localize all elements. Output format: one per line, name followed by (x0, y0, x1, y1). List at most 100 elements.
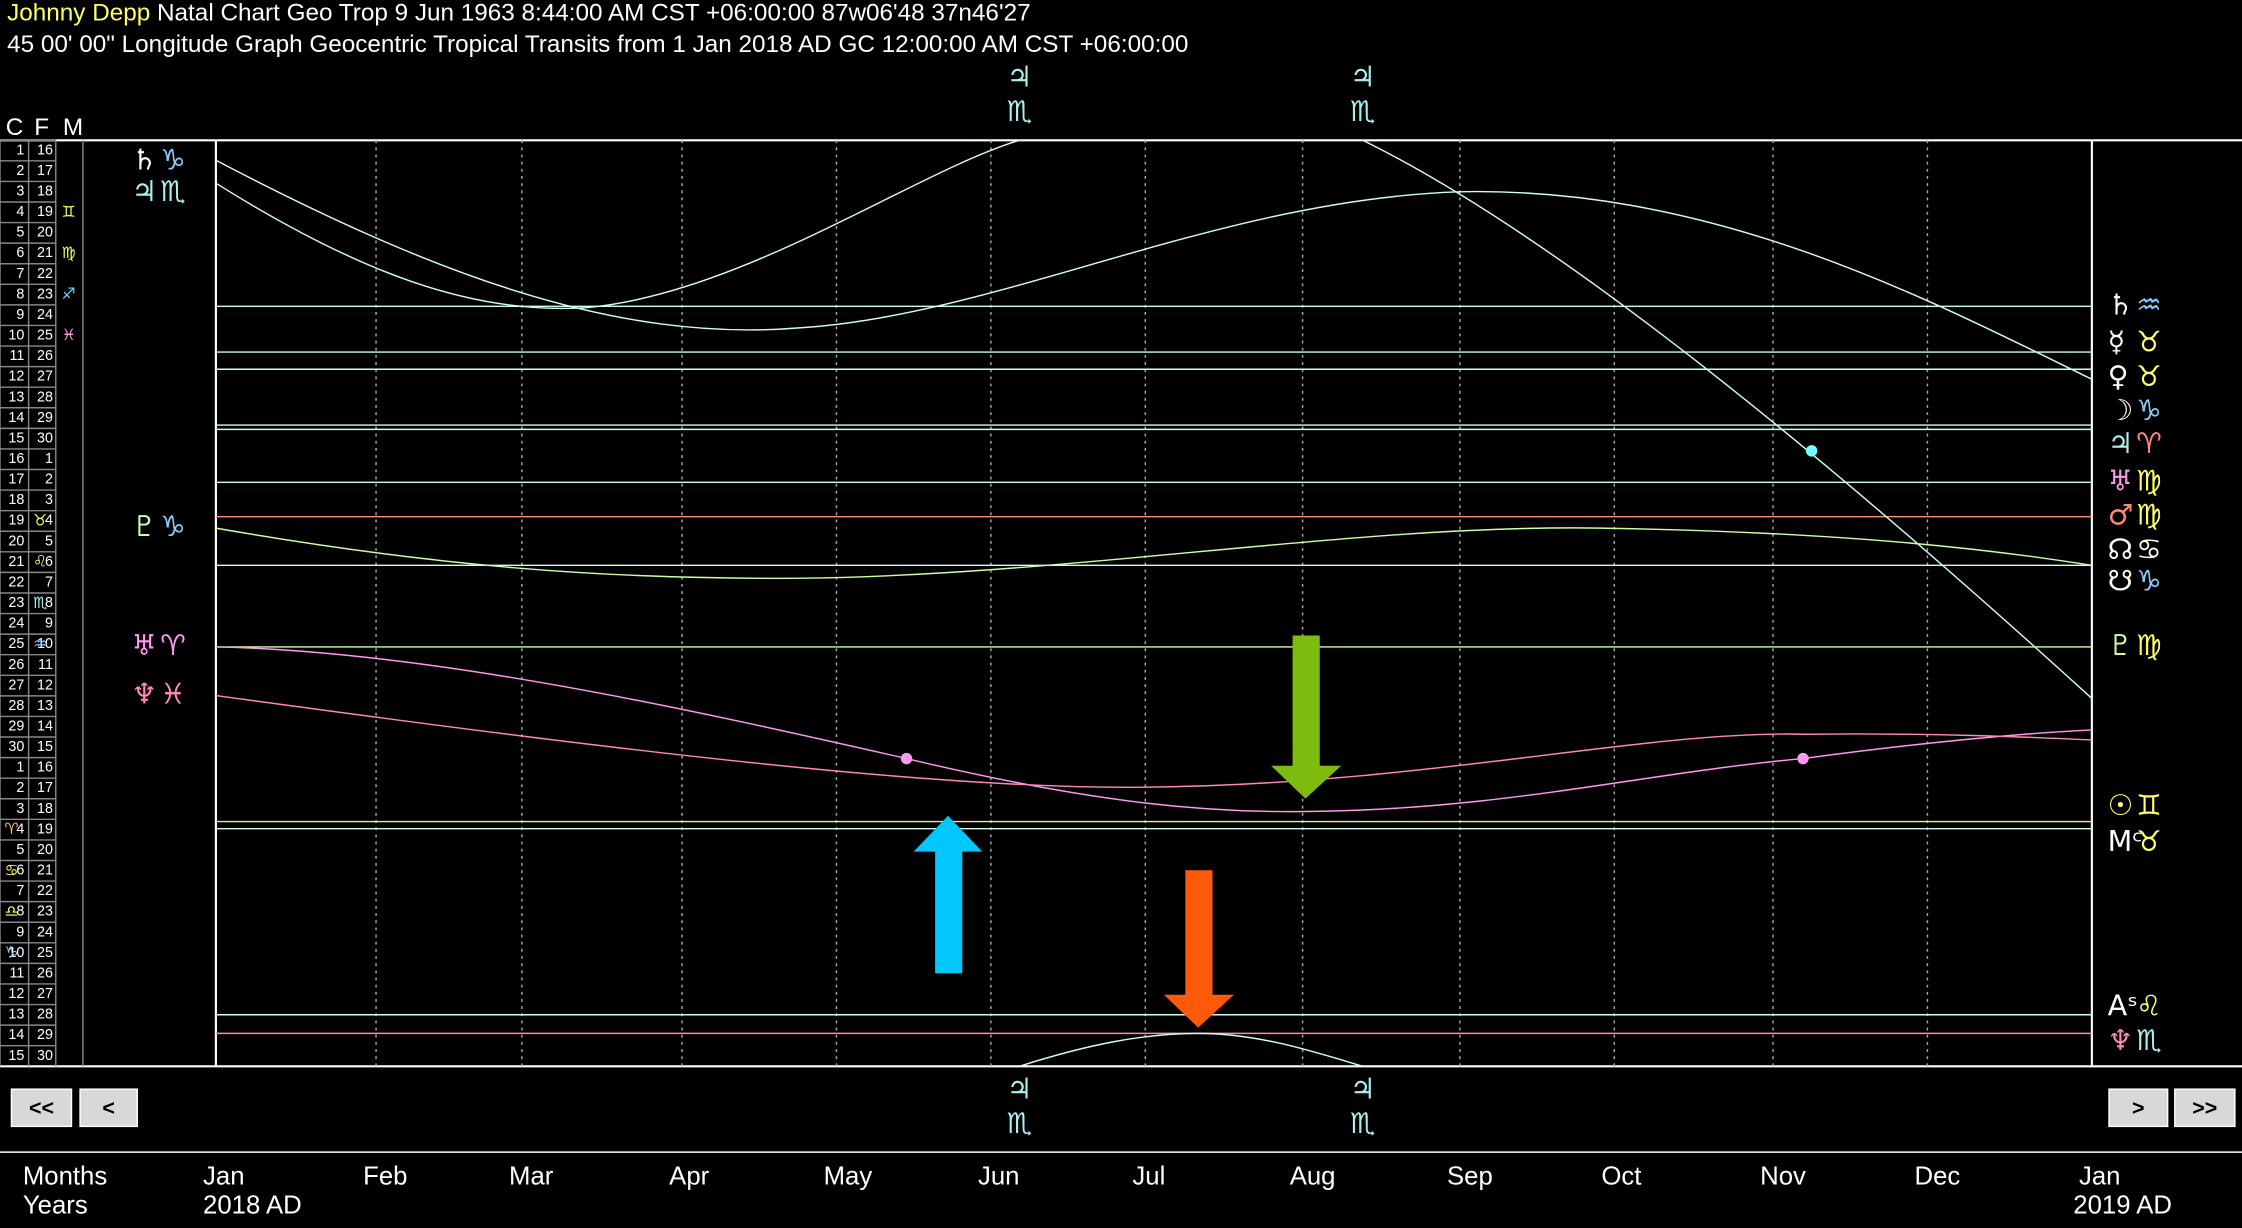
month-label: Jul (1132, 1163, 1165, 1191)
month-label: Nov (1760, 1163, 1806, 1191)
scale-number: 26 (8, 657, 24, 673)
scale-header: F (34, 114, 49, 141)
neptune-transit (215, 694, 2092, 789)
scale-sign: ♊ (62, 202, 76, 221)
scale-number: 4 (45, 513, 53, 529)
arrow-down (1163, 870, 1234, 1028)
scale-number: 7 (16, 883, 24, 899)
sign-glyph: ♑ (160, 509, 186, 543)
scale-number: 10 (8, 945, 24, 961)
scale-sign: ♉ (33, 510, 47, 529)
title-line: Johnny Depp Natal Chart Geo Trop 9 Jun 1… (7, 0, 1030, 27)
month-label: May (824, 1163, 873, 1191)
months-label: Months (23, 1163, 107, 1191)
arrow-up (913, 815, 983, 974)
scale-number: 6 (16, 245, 24, 261)
planet-glyph: ♅ (2108, 463, 2134, 497)
scale-number: 5 (16, 842, 24, 858)
scale-number: 27 (37, 986, 53, 1002)
scale-number: 9 (16, 924, 24, 940)
scale-number: 25 (37, 328, 53, 344)
planet-glyph: ♃ (1007, 1072, 1033, 1106)
month-label: Sep (1447, 1163, 1493, 1191)
button-label: << (29, 1096, 54, 1120)
sign-glyph: ♊ (2136, 788, 2162, 822)
nav-buttons: << < > >> (10, 1088, 2236, 1128)
scale-number: 8 (45, 595, 53, 611)
month-label: Jan (2079, 1163, 2120, 1191)
subtitle: 45 00' 00" Longitude Graph Geocentric Tr… (7, 31, 1188, 58)
sign-glyph: ♑ (2136, 564, 2162, 598)
scale-number: 20 (8, 533, 24, 549)
saturn-transit (215, 159, 2093, 380)
scale-sign: ♒ (33, 634, 47, 653)
month-label: Mar (509, 1163, 554, 1191)
month-label: Aug (1290, 1163, 1336, 1191)
planet-glyph: ♆ (132, 677, 158, 711)
scale-number: 1 (16, 142, 24, 158)
scale-number: 2 (16, 163, 24, 179)
scale-sign: ♓ (62, 325, 76, 344)
scale-number: 28 (8, 698, 24, 714)
scale-sign: ♈ (4, 819, 18, 838)
nav-button[interactable]: < (79, 1088, 138, 1128)
sign-glyph: ♑ (2136, 393, 2162, 427)
planet-glyph: ☿ (2108, 324, 2126, 358)
sign-glyph: ♒ (2136, 287, 2162, 321)
sign-glyph: ♈ (2136, 426, 2162, 460)
nav-button[interactable]: << (10, 1088, 73, 1128)
scale-number: 15 (37, 739, 53, 755)
sign-glyph: ♑ (160, 143, 186, 177)
scale-sign: ♐ (62, 284, 76, 303)
scale-number: 30 (37, 430, 53, 446)
scale-sign: ♌ (33, 552, 47, 571)
sign-glyph: ♏ (1350, 1106, 1376, 1140)
planet-glyph: ♇ (132, 509, 158, 543)
scale-number: 23 (8, 595, 24, 611)
chart-info: Natal Chart Geo Trop 9 Jun 1963 8:44:00 … (157, 0, 1031, 27)
scale-number: 22 (37, 883, 53, 899)
planet-glyph: ♃ (132, 174, 158, 208)
scale-number: 17 (37, 163, 53, 179)
scale-number: 2 (16, 780, 24, 796)
scale-number: 29 (37, 1027, 53, 1043)
scale-number: 12 (8, 986, 24, 1002)
scale-number: 17 (8, 472, 24, 488)
end-year: 2019 AD (2073, 1191, 2172, 1219)
scale-sign: ♏ (33, 593, 47, 612)
button-face (2174, 1088, 2236, 1128)
scale-number: 25 (37, 945, 53, 961)
sign-glyph: ♍ (2136, 498, 2162, 532)
sign-glyph: ♍ (2136, 628, 2162, 662)
nav-button[interactable]: >> (2174, 1088, 2236, 1128)
scale-number: 14 (8, 410, 24, 426)
years-label: Years (23, 1191, 88, 1219)
sign-glyph: ♏ (1007, 1106, 1033, 1140)
scale-number: 15 (8, 1048, 24, 1064)
sign-glyph: ♉ (2136, 824, 2162, 858)
natal-lines (215, 305, 2092, 1035)
scale-number: 2 (45, 472, 53, 488)
scale-number: 16 (37, 142, 53, 158)
scale-number: 13 (8, 389, 24, 405)
planet-glyph: ♅ (132, 628, 158, 662)
button-face (79, 1088, 138, 1128)
sign-glyph: ♉ (2136, 359, 2162, 393)
nav-button[interactable]: > (2108, 1088, 2169, 1128)
planet-glyph: ♄ (2108, 287, 2134, 321)
scale-number: 23 (37, 904, 53, 920)
scale-number: 22 (8, 574, 24, 590)
scale-number: 11 (38, 657, 53, 673)
pluto-transit (215, 527, 2092, 580)
scale-header: M (63, 114, 83, 141)
scale-number: 27 (8, 677, 24, 693)
scale-number: 12 (37, 677, 53, 693)
jupiter-transit (1019, 1032, 1363, 1067)
planet-glyph: ♀ (2108, 359, 2129, 393)
button-face (10, 1088, 73, 1128)
month-label: Apr (669, 1163, 709, 1191)
scale-sign: ♍ (62, 243, 76, 262)
scale-number: 11 (9, 965, 24, 981)
station-dot (900, 752, 913, 765)
sign-glyph: ♏ (1350, 94, 1376, 128)
